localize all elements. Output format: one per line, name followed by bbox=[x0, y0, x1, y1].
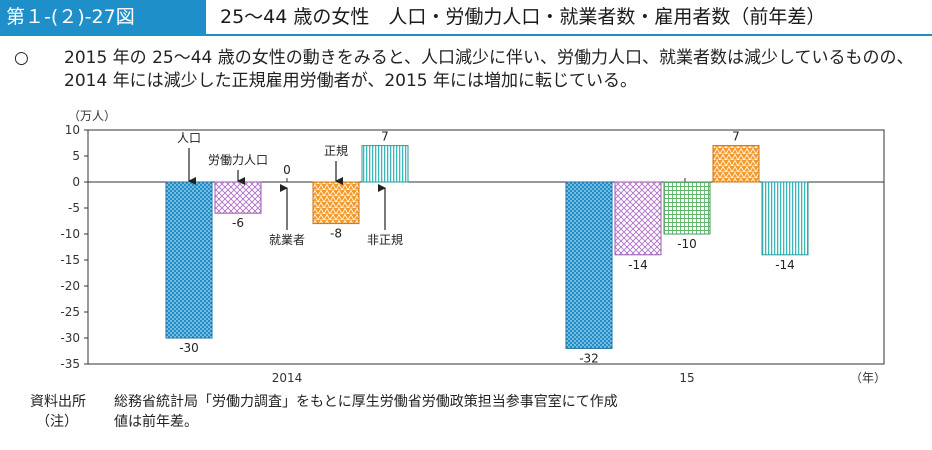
bar-1-1 bbox=[614, 181, 662, 256]
note-label: （注） bbox=[36, 414, 78, 430]
annotation-label: 就業者 bbox=[269, 233, 305, 247]
y-tick-label: -25 bbox=[60, 305, 80, 319]
y-tick-label: -30 bbox=[60, 331, 80, 345]
data-label: -10 bbox=[677, 237, 697, 251]
annotation-label: 人口 bbox=[177, 131, 201, 145]
bar-0-1 bbox=[565, 181, 613, 349]
source-label: 資料出所 bbox=[30, 394, 86, 410]
y-tick-label: 5 bbox=[72, 149, 80, 163]
data-label: -14 bbox=[775, 258, 795, 272]
bar-0-0 bbox=[165, 181, 213, 339]
plot-frame bbox=[87, 129, 885, 365]
bar-4-1 bbox=[761, 181, 809, 256]
data-label: 7 bbox=[381, 130, 389, 144]
source-text: 総務省統計局「労働力調査」をもとに厚生労働省労働政策担当参事官室にて作成 bbox=[114, 394, 618, 410]
data-label: -14 bbox=[628, 258, 648, 272]
annotation-label: 労働力人口 bbox=[208, 153, 268, 167]
bar-1-0 bbox=[214, 181, 262, 214]
bullet-icon: ○ bbox=[14, 48, 29, 68]
y-axis-unit-label: （万人） bbox=[68, 109, 117, 123]
data-label: -32 bbox=[579, 351, 599, 365]
bar-chart: 10 5 0 -5 -10 -15 -20 -25 -30 -35 2014 -30 -6 0 -8 7 15 -… bbox=[60, 123, 886, 385]
y-tick-label: -20 bbox=[60, 279, 80, 293]
annotation-label: 非正規 bbox=[367, 232, 403, 247]
bar-4-0 bbox=[361, 145, 409, 183]
y-tick-label: -10 bbox=[60, 227, 80, 241]
data-label: -6 bbox=[232, 216, 244, 230]
y-tick-label: 10 bbox=[65, 123, 80, 137]
annotation-label: 正規 bbox=[324, 143, 348, 158]
bar-2-1 bbox=[663, 181, 711, 235]
data-label: -30 bbox=[179, 341, 199, 355]
data-label: -8 bbox=[330, 227, 342, 241]
note-text: 値は前年差。 bbox=[114, 414, 198, 430]
bar-3-1 bbox=[712, 145, 760, 183]
x-tick-label: 15 bbox=[679, 371, 694, 385]
figure-title: 25～44 歳の女性 人口・労働力人口・就業者数・雇用者数（前年差） bbox=[220, 6, 826, 28]
y-tick-label: -35 bbox=[60, 357, 80, 371]
figure-header: 第１-(２)-27図 25～44 歳の女性 人口・労働力人口・就業者数・雇用者数… bbox=[0, 0, 932, 36]
figure-number: 第１-(２)-27図 bbox=[0, 0, 206, 34]
y-tick-label: -5 bbox=[68, 201, 80, 215]
summary-text: 2015 年の 25～44 歳の女性の動きをみると、人口減少に伴い、労働力人口、… bbox=[64, 48, 914, 91]
x-axis-end-label: （年） bbox=[850, 371, 886, 385]
data-label: 7 bbox=[732, 130, 740, 144]
bar-3-0 bbox=[312, 181, 360, 225]
data-label: 0 bbox=[283, 163, 291, 177]
y-tick-label: 0 bbox=[72, 175, 80, 189]
y-tick-label: -15 bbox=[60, 253, 80, 267]
x-tick-label: 2014 bbox=[272, 371, 303, 385]
